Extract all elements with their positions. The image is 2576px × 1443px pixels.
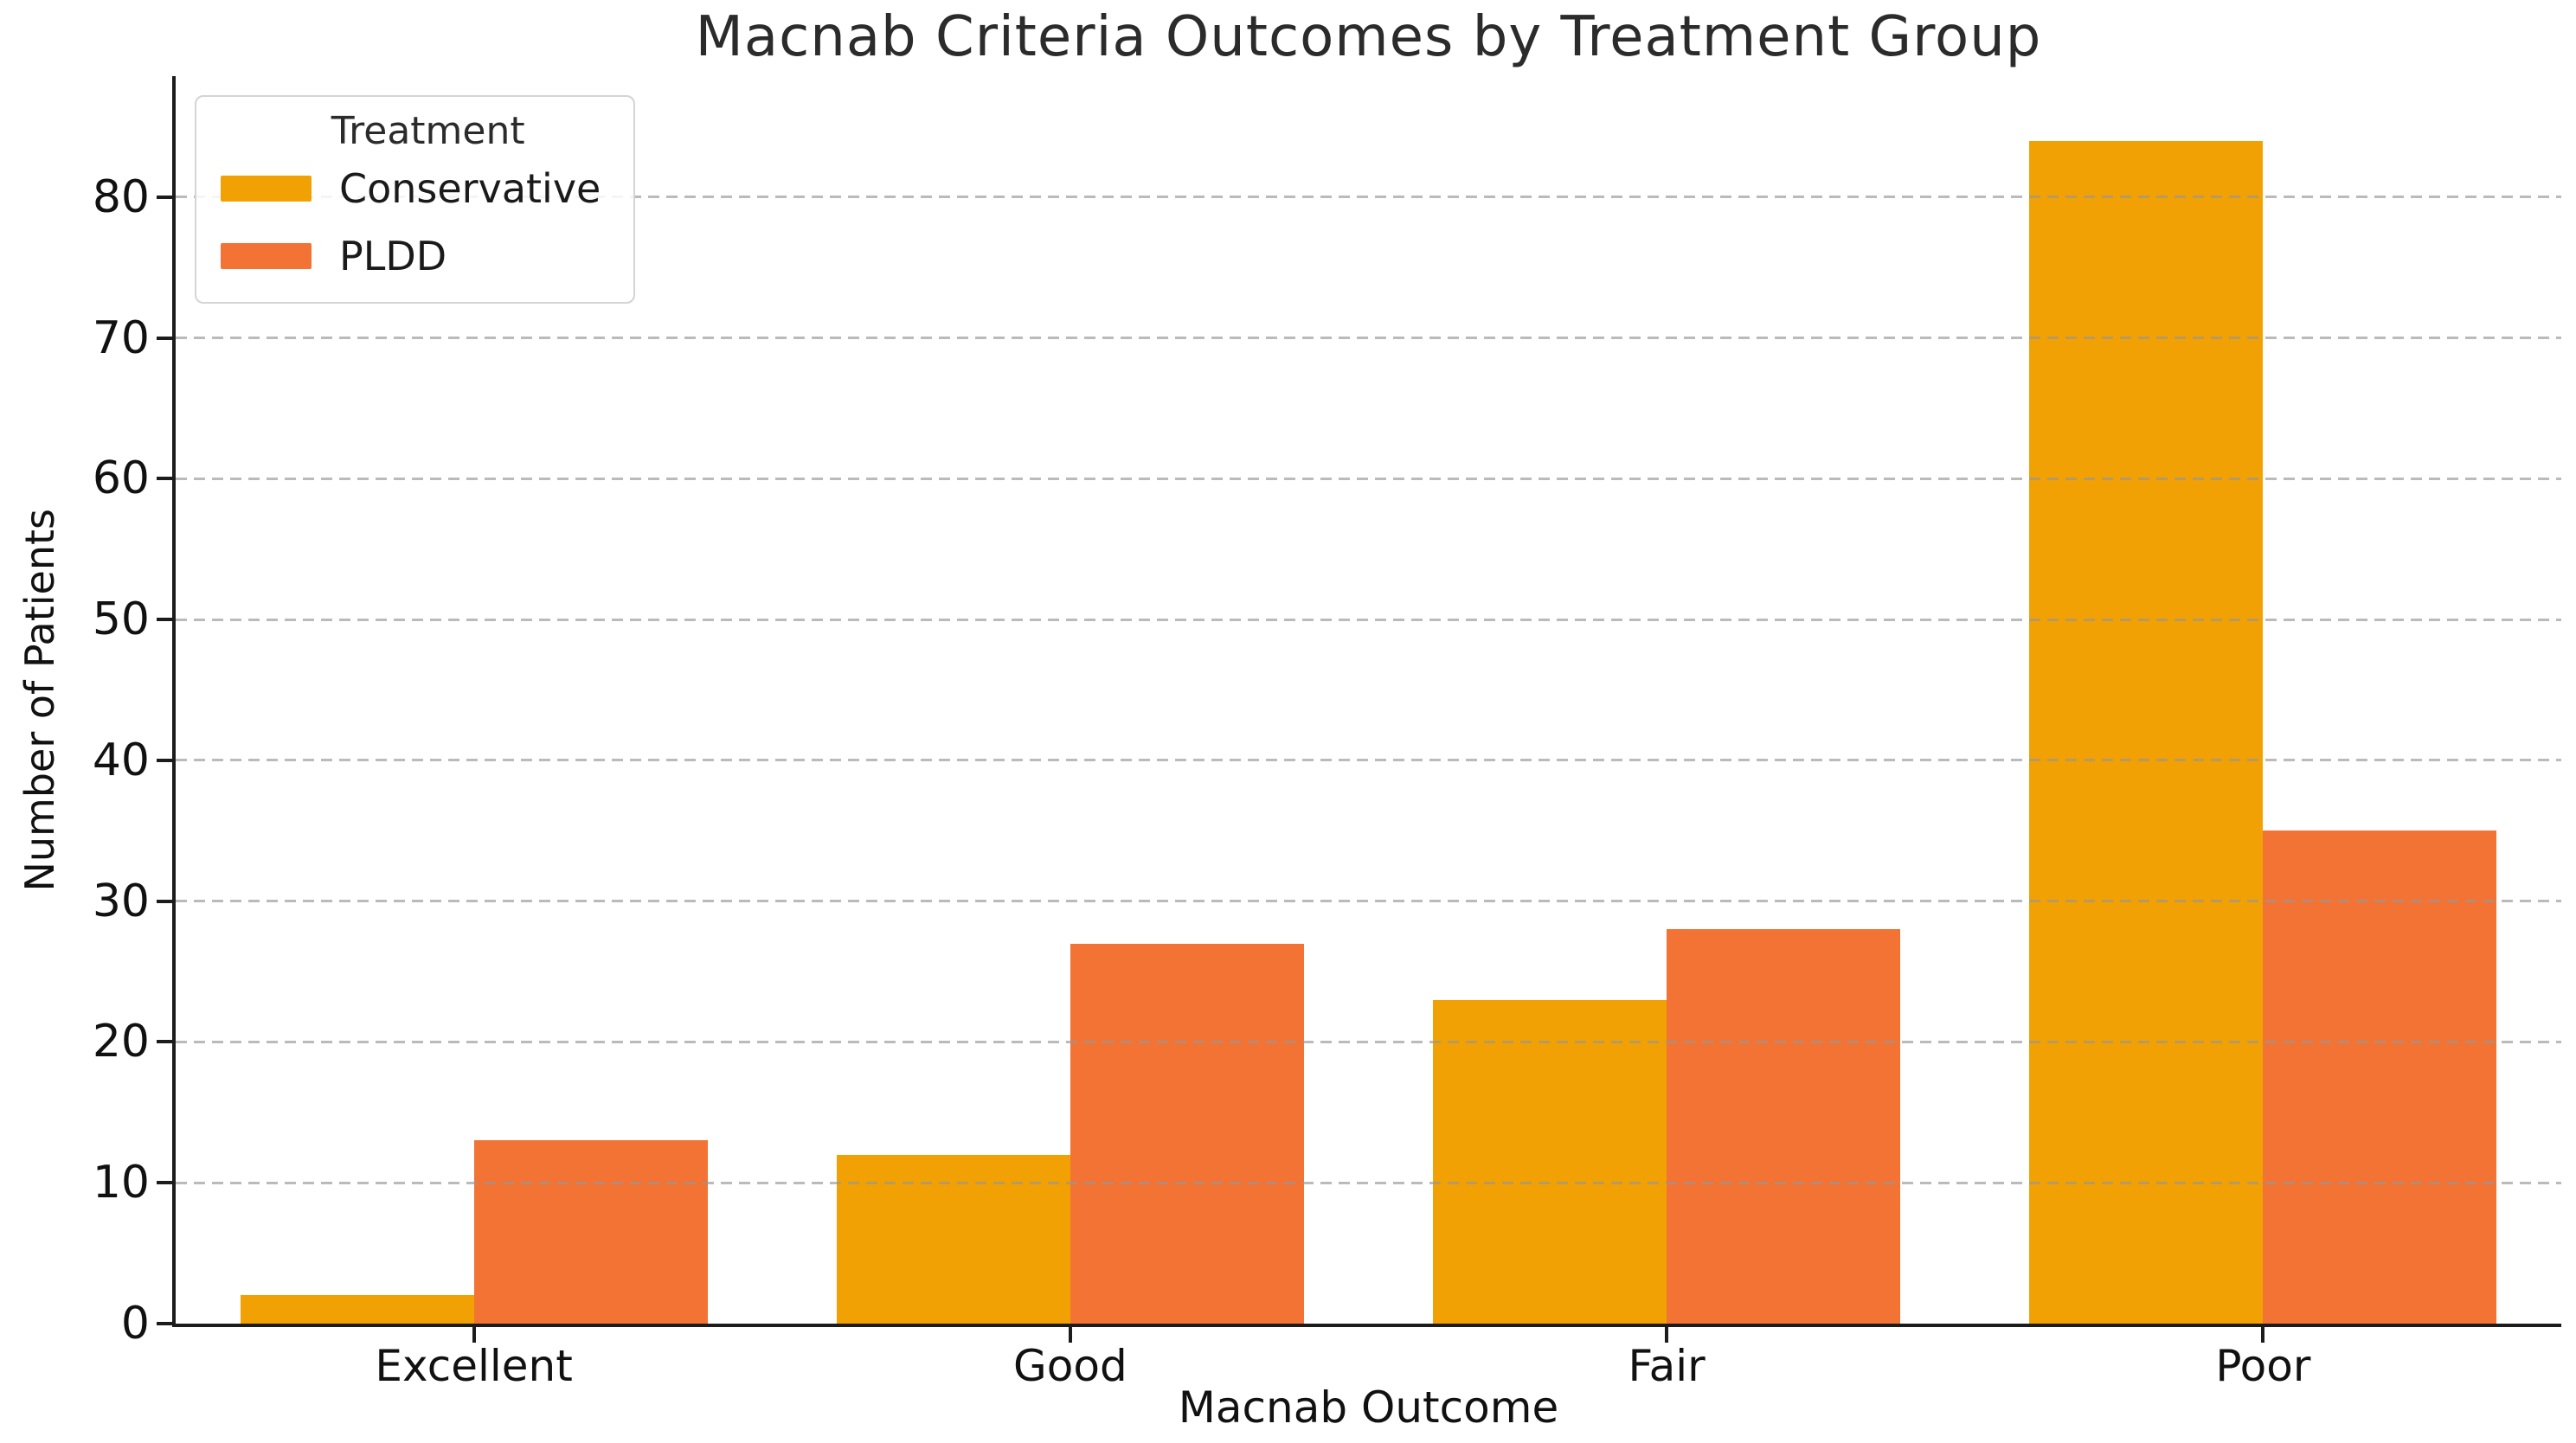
x-tick-label-excellent: Excellent	[375, 1341, 573, 1391]
legend-entry-pldd: PLDD	[221, 233, 601, 279]
x-tick-mark-poor	[2261, 1327, 2265, 1343]
bar-pldd-excellent	[473, 1140, 708, 1324]
y-tick-label-70: 70	[92, 311, 150, 364]
legend-swatch-conservative	[221, 176, 312, 202]
x-tick-mark-excellent	[472, 1327, 476, 1343]
y-tick-mark-70	[157, 336, 172, 340]
x-tick-label-fair: Fair	[1628, 1341, 1706, 1391]
plot-area: 0 10 20 30 40 50 60 70 80 Excellent Good Fair Poor …	[93, 76, 2561, 1391]
y-tick-label-10: 10	[92, 1157, 150, 1209]
y-tick-label-30: 30	[92, 875, 150, 927]
y-tick-mark-10	[157, 1181, 172, 1185]
y-tick-mark-40	[157, 758, 172, 762]
y-tick-label-80: 80	[92, 170, 150, 223]
y-tick-mark-0	[157, 1322, 172, 1325]
gridline-30	[176, 900, 2561, 903]
y-tick-label-0: 0	[120, 1298, 150, 1350]
y-tick-label-40: 40	[92, 734, 150, 786]
x-tick-mark-fair	[1665, 1327, 1669, 1343]
x-tick-mark-good	[1068, 1327, 1072, 1343]
legend-entries: Conservative PLDD	[221, 165, 601, 279]
gridline-10	[176, 1181, 2561, 1184]
legend-swatch-pldd	[221, 243, 312, 269]
x-axis-label: Macnab Outcome	[1178, 1382, 1559, 1433]
gridline-60	[176, 477, 2561, 480]
legend-title: Treatment	[331, 109, 525, 153]
gridline-20	[176, 1040, 2561, 1043]
legend: Treatment Conservative PLDD	[195, 95, 636, 304]
y-tick-mark-80	[157, 195, 172, 199]
x-tick-label-poor: Poor	[2215, 1341, 2311, 1391]
bar-conservative-fair	[1433, 999, 1667, 1324]
legend-label-conservative: Conservative	[339, 165, 601, 212]
y-tick-label-50: 50	[92, 593, 150, 646]
y-tick-label-60: 60	[92, 452, 150, 505]
bar-pldd-poor	[2263, 831, 2497, 1324]
legend-entry-conservative: Conservative	[221, 165, 601, 212]
gridline-50	[176, 618, 2561, 621]
y-tick-mark-30	[157, 899, 172, 903]
x-tick-label-good: Good	[1013, 1341, 1127, 1391]
bar-conservative-good	[836, 1154, 1070, 1324]
gridline-70	[176, 337, 2561, 340]
bar-pldd-good	[1070, 943, 1304, 1324]
y-tick-label-20: 20	[92, 1016, 150, 1068]
gridline-40	[176, 759, 2561, 762]
y-tick-mark-20	[157, 1040, 172, 1044]
bar-pldd-fair	[1667, 929, 1901, 1324]
y-axis-label: Number of Patients	[16, 508, 63, 892]
x-axis-spine	[172, 1324, 2561, 1327]
y-tick-mark-50	[157, 618, 172, 622]
bar-conservative-excellent	[240, 1295, 474, 1324]
gridline-80	[176, 196, 2561, 199]
y-tick-mark-60	[157, 477, 172, 481]
y-axis-spine	[172, 76, 176, 1327]
chart-title: Macnab Criteria Outcomes by Treatment Gr…	[695, 5, 2042, 69]
bar-conservative-poor	[2029, 140, 2264, 1324]
legend-label-pldd: PLDD	[339, 233, 447, 279]
